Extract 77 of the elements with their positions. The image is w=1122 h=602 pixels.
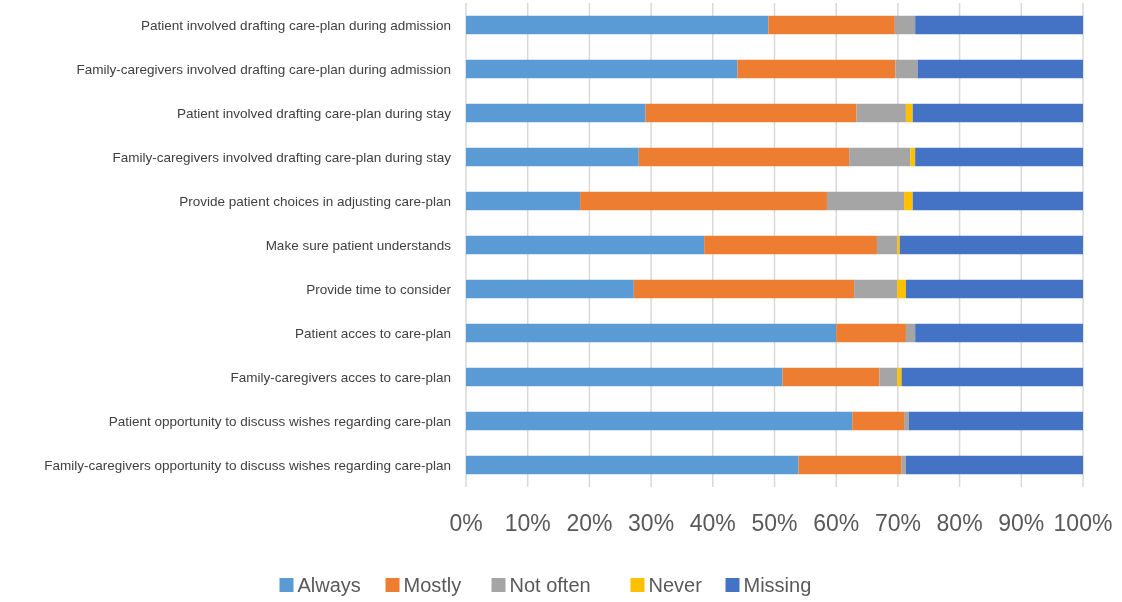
x-tick-label: 40% (689, 510, 736, 536)
y-tick-label: Patient opportunity to discuss wishes regarding care-plan (108, 413, 451, 429)
bar (915, 15, 1083, 35)
bar (897, 235, 900, 255)
bar (466, 323, 837, 343)
bar (466, 367, 783, 387)
bar (879, 367, 898, 387)
bar (737, 59, 896, 79)
x-tick-label: 70% (874, 510, 921, 536)
bar (645, 103, 857, 123)
bar (466, 103, 646, 123)
bar (580, 191, 827, 211)
bar (897, 279, 906, 299)
x-tick-label: 90% (998, 510, 1045, 536)
y-tick-label: Provide patient choices in adjusting care-plan (179, 193, 451, 209)
legend-label: Always (297, 574, 361, 596)
bar (826, 191, 905, 211)
x-tick-label: 0% (449, 510, 483, 536)
y-tick-label: Provide time to consider (306, 281, 452, 297)
bar (897, 367, 902, 387)
y-tick-label: Family-caregivers opportunity to discuss wishes regarding care-plan (44, 457, 451, 473)
bar (905, 279, 1083, 299)
bar (905, 323, 916, 343)
bar (905, 103, 913, 123)
x-tick-label: 30% (628, 510, 675, 536)
bar (909, 411, 1083, 431)
bar (915, 147, 1083, 167)
y-tick-label: Family-caregivers involved drafting care-plan during admission (76, 61, 451, 77)
legend-label: Missing (743, 574, 812, 596)
bar (638, 147, 850, 167)
bar (466, 411, 853, 431)
y-tick-label: Make sure patient understands (265, 237, 452, 253)
bar (466, 279, 634, 299)
legend-label: Never (648, 574, 703, 596)
bar (856, 103, 906, 123)
x-tick-label: 50% (751, 510, 798, 536)
bar (782, 367, 880, 387)
bar (894, 15, 916, 35)
bar (466, 15, 769, 35)
y-tick-label: Patient involved drafting care-plan during stay (177, 105, 452, 121)
y-tick-label: Patient acces to care-plan (294, 325, 451, 341)
bar (633, 279, 855, 299)
bar (904, 191, 913, 211)
x-tick-label: 80% (936, 510, 983, 536)
legend-label: Not often (509, 574, 591, 596)
bar (849, 147, 911, 167)
bar (466, 455, 799, 475)
bar (466, 191, 581, 211)
bar (466, 147, 639, 167)
bar (899, 235, 1083, 255)
bar (466, 235, 705, 255)
bar (895, 59, 918, 79)
bar (768, 15, 895, 35)
x-tick-label: 60% (813, 510, 860, 536)
bar (912, 191, 1083, 211)
bar (901, 367, 1083, 387)
x-tick-label: 100% (1053, 510, 1113, 536)
y-tick-label: Family-caregivers acces to care-plan (230, 369, 451, 385)
bar (917, 59, 1083, 79)
bar (910, 147, 916, 167)
bar (904, 411, 910, 431)
bar (876, 235, 898, 255)
bar (854, 279, 898, 299)
x-tick-label: 10% (504, 510, 551, 536)
bar (798, 455, 902, 475)
bar (704, 235, 877, 255)
bar (912, 103, 1083, 123)
bar (466, 59, 738, 79)
y-tick-label: Family-caregivers involved drafting care-plan during stay (112, 149, 452, 165)
bar (905, 455, 1083, 475)
bar (901, 455, 906, 475)
y-tick-label: Patient involved drafting care-plan during admission (141, 17, 451, 33)
bar (852, 411, 905, 431)
bar (915, 323, 1083, 343)
bar (836, 323, 906, 343)
x-tick-label: 20% (566, 510, 613, 536)
legend-label: Mostly (403, 574, 462, 596)
